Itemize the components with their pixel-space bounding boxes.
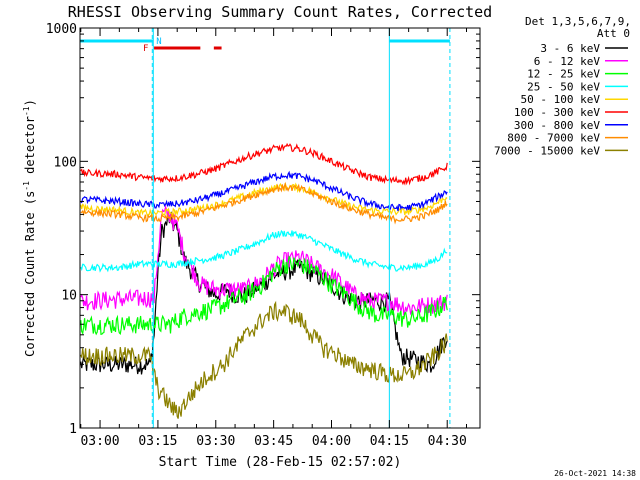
series-line-8 xyxy=(80,300,448,419)
axes-frame xyxy=(79,27,481,429)
x-tick-label-6: 04:30 xyxy=(428,434,467,449)
y-tick-label-2: 100 xyxy=(54,155,77,170)
x-tick-label-4: 04:00 xyxy=(312,434,351,449)
y-axis-label-sup1: -1 xyxy=(22,181,31,191)
night-flag-label: N xyxy=(156,37,161,47)
timestamp-label: 26-Oct-2021 14:38 xyxy=(554,469,636,478)
legend-label-8: 7000 - 15000 keV xyxy=(494,144,600,157)
series-line-6 xyxy=(80,170,448,212)
legend-label-5: 100 - 300 keV xyxy=(514,106,600,119)
series-line-3 xyxy=(80,229,448,273)
legend-label-0: 3 - 6 keV xyxy=(540,42,600,55)
x-tick-label-3: 03:45 xyxy=(254,434,293,449)
y-axis-label-part1: Corrected Count Rate (s xyxy=(23,191,37,357)
y-axis-label-part3: ) xyxy=(23,99,37,106)
legend-label-4: 50 - 100 keV xyxy=(521,93,601,106)
legend-header-line1: Det 1,3,5,6,7,9, xyxy=(525,15,631,28)
legend-header-line2: Att 0 xyxy=(597,27,630,40)
y-tick-label-3: 1000 xyxy=(46,22,77,37)
x-tick-label-1: 03:15 xyxy=(138,434,177,449)
y-axis-label-sup2: -1 xyxy=(22,106,31,116)
y-tick-label-0: 1 xyxy=(69,422,77,437)
x-tick-label-5: 04:15 xyxy=(370,434,409,449)
plot-area: FN 03:00 03:15 03:30 03:45 04:00 04:15 04:30 1 10… xyxy=(46,22,481,449)
y-tick-label-1: 10 xyxy=(61,289,77,304)
series-line-4 xyxy=(80,182,448,218)
x-tick-label-0: 03:00 xyxy=(80,434,119,449)
legend-label-3: 25 - 50 keV xyxy=(527,80,600,93)
series-line-2 xyxy=(80,255,448,336)
legend-label-1: 6 - 12 keV xyxy=(534,55,601,68)
legend-label-2: 12 - 25 keV xyxy=(527,68,600,81)
legend-label-7: 800 - 7000 keV xyxy=(507,132,600,145)
series-line-1 xyxy=(80,204,448,316)
x-axis-label: Start Time (28-Feb-15 02:57:02) xyxy=(159,455,402,470)
series-line-5 xyxy=(80,142,448,186)
chart-title: RHESSI Observing Summary Count Rates, Co… xyxy=(68,3,492,21)
x-tick-label-2: 03:30 xyxy=(196,434,235,449)
y-axis-label: Corrected Count Rate (s-1 detector-1) xyxy=(22,99,37,357)
legend-label-6: 300 - 800 keV xyxy=(514,119,600,132)
y-axis-label-part2: detector xyxy=(23,116,37,181)
series-line-7 xyxy=(80,181,448,225)
flare-flag-label: F xyxy=(143,44,148,54)
